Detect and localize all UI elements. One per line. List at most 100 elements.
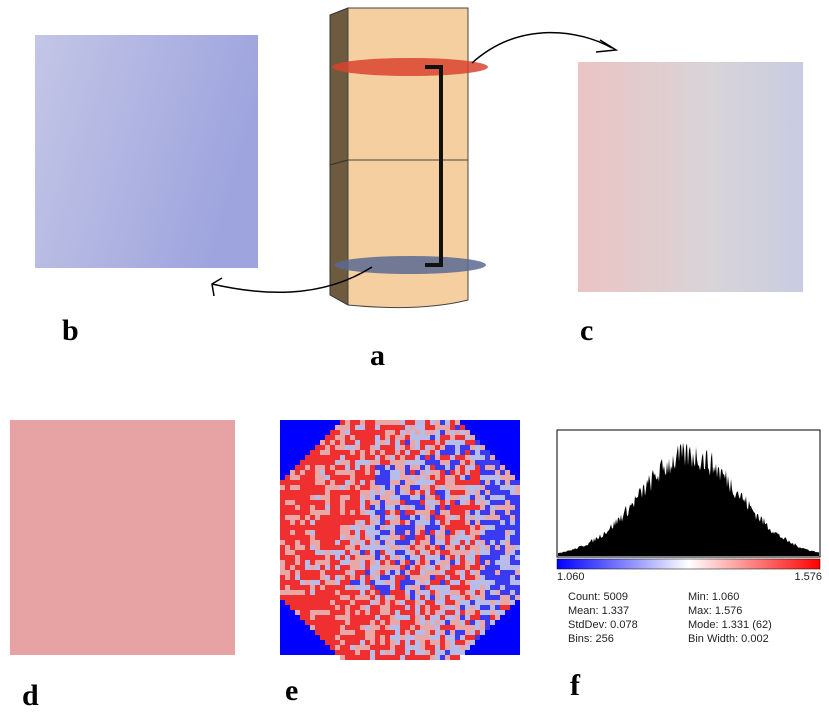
cell [440, 495, 445, 500]
cell [395, 625, 400, 630]
cell [425, 460, 430, 465]
cell [445, 545, 450, 550]
cell [280, 575, 285, 580]
cell [325, 435, 330, 440]
cell [375, 535, 380, 540]
cell [380, 475, 385, 480]
cell [450, 440, 455, 445]
cell [400, 630, 405, 635]
cell [285, 515, 290, 520]
cell [465, 535, 470, 540]
cell [365, 580, 370, 585]
cell [380, 655, 385, 660]
cell [380, 610, 385, 615]
cell [320, 610, 325, 615]
cell [280, 480, 285, 485]
cell [480, 545, 485, 550]
cell [390, 650, 395, 655]
cell [315, 570, 320, 575]
cell [365, 655, 370, 660]
cell [355, 515, 360, 520]
cell [345, 540, 350, 545]
cell [330, 595, 335, 600]
cell [395, 585, 400, 590]
cell [495, 460, 500, 465]
cell [385, 545, 390, 550]
cell [435, 555, 440, 560]
cell [475, 450, 480, 455]
cell [350, 455, 355, 460]
cell [330, 630, 335, 635]
cell [455, 455, 460, 460]
cell [405, 420, 410, 425]
cell [375, 435, 380, 440]
cell [320, 580, 325, 585]
cell [515, 570, 520, 575]
cell [310, 505, 315, 510]
cell [415, 465, 420, 470]
cell [500, 580, 505, 585]
cell [500, 470, 505, 475]
cell [510, 530, 515, 535]
cell [335, 515, 340, 520]
cell [420, 465, 425, 470]
cell [360, 625, 365, 630]
cell [380, 595, 385, 600]
cell [495, 465, 500, 470]
cell [475, 605, 480, 610]
cell [440, 520, 445, 525]
cell [460, 585, 465, 590]
cell [510, 595, 515, 600]
cell [360, 445, 365, 450]
cell [290, 485, 295, 490]
cell [430, 485, 435, 490]
cell [335, 550, 340, 555]
cell [375, 520, 380, 525]
cell [485, 590, 490, 595]
cell [305, 565, 310, 570]
cell [465, 580, 470, 585]
cell [415, 585, 420, 590]
cell [420, 435, 425, 440]
cell [300, 510, 305, 515]
cell [280, 580, 285, 585]
cell [420, 615, 425, 620]
cell [515, 550, 520, 555]
cell [435, 445, 440, 450]
cell [385, 540, 390, 545]
cell [335, 620, 340, 625]
cell [340, 585, 345, 590]
cell [435, 610, 440, 615]
cell [375, 625, 380, 630]
cell [355, 565, 360, 570]
cell [490, 490, 495, 495]
cell [460, 545, 465, 550]
cell [490, 545, 495, 550]
cell [345, 575, 350, 580]
cell [470, 590, 475, 595]
cell [335, 645, 340, 650]
cell [450, 565, 455, 570]
cell [495, 475, 500, 480]
cell [340, 510, 345, 515]
cell [475, 525, 480, 530]
cell [510, 560, 515, 565]
cell [460, 485, 465, 490]
cell [325, 635, 330, 640]
cell [430, 530, 435, 535]
cell [510, 575, 515, 580]
cell [420, 425, 425, 430]
cell [415, 445, 420, 450]
cell [435, 575, 440, 580]
cell [445, 495, 450, 500]
cell [355, 535, 360, 540]
cell [430, 430, 435, 435]
cell [485, 570, 490, 575]
cell [375, 645, 380, 650]
cell [300, 570, 305, 575]
cell [330, 450, 335, 455]
cell [500, 560, 505, 565]
hist-stat: Mode: 1.331 (62) [688, 619, 772, 631]
cell [460, 450, 465, 455]
cell [285, 555, 290, 560]
